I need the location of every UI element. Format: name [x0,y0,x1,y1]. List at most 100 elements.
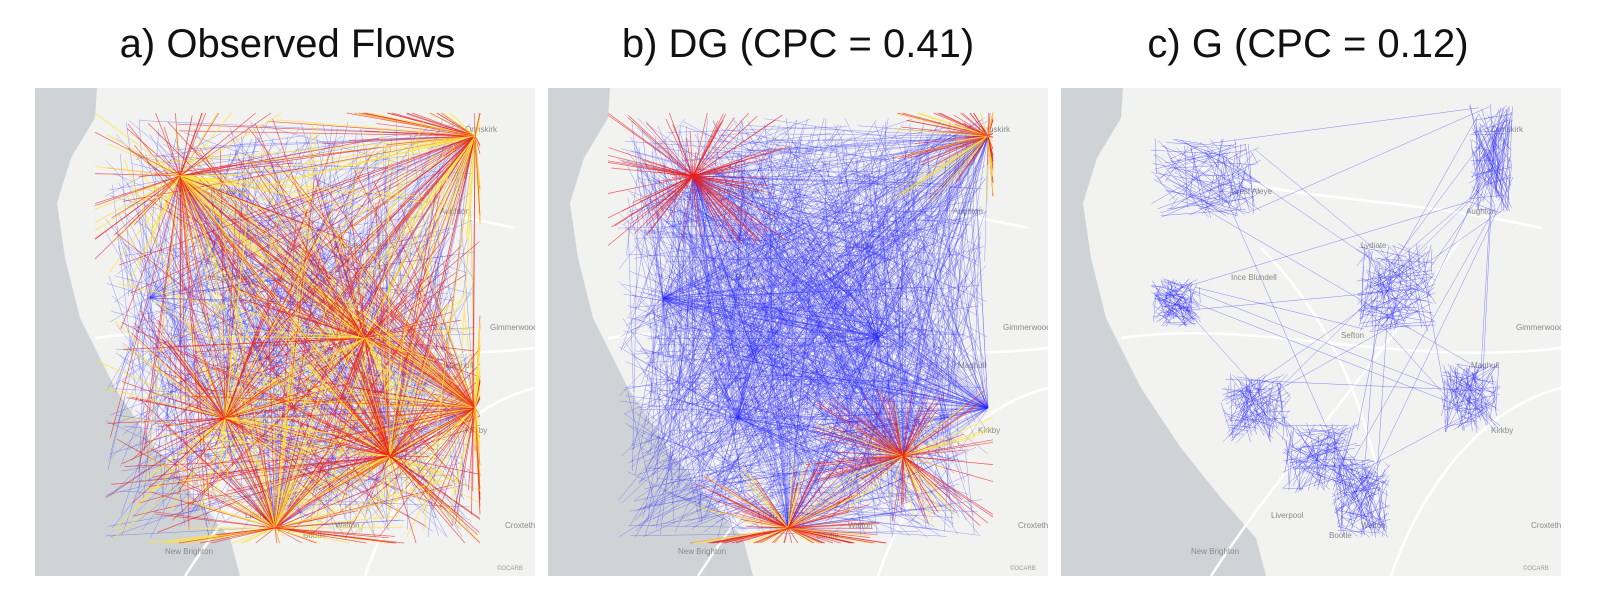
flow-line [224,400,288,419]
flow-line [170,344,226,419]
flow-line [274,425,317,529]
flow-line [224,417,335,435]
flow-line [1161,308,1188,322]
flow-line [1185,283,1201,311]
flow-line [1417,273,1437,305]
flow-line [1487,141,1510,167]
flow-line [787,473,863,529]
flow-line [1153,297,1156,322]
flow-line [179,112,207,177]
flow-line [298,370,391,457]
flow-line [625,297,664,326]
flow-line [1294,454,1298,477]
flow-line [224,317,243,419]
flow-line [902,455,907,503]
place-label: Maghull [1471,361,1499,370]
flow-line [627,197,701,522]
flow-line [648,467,821,476]
flow-line [274,527,321,544]
flow-line [274,527,278,544]
flow-line [634,175,694,234]
flow-line [255,527,276,544]
flow-line [1331,446,1337,463]
flow-line [224,417,289,503]
flow-line [1236,376,1283,385]
flow-line [936,288,975,437]
flow-line [1240,389,1265,437]
flow-line [274,527,389,539]
flow-line [1457,407,1481,411]
flow-line [1354,482,1370,504]
flow-line [688,168,839,504]
flow-line [175,112,181,177]
flow-line [433,407,476,460]
flow-line [274,510,358,529]
flow-line [157,417,226,453]
flow-line [1355,459,1381,518]
flow-line [1499,138,1506,163]
flow-line [634,195,850,538]
flow-line [1210,139,1245,180]
flow-line [659,363,676,389]
flow-line [313,283,476,409]
flow-line [962,122,989,137]
flow-line [1497,119,1513,197]
flow-line [833,298,963,390]
flow-line [229,493,276,529]
flow-line [179,175,458,386]
flow-line [633,167,656,308]
flow-line [1360,515,1386,536]
flow-line [1271,400,1278,430]
flow-line [1282,438,1302,454]
flow-line [829,388,948,509]
flow-line [179,132,196,177]
flow-line [822,139,983,306]
flow-line [201,221,276,529]
flow-line [224,417,234,467]
flow-line [692,160,743,177]
flow-line [256,501,276,529]
flow-line [1161,281,1188,286]
flow-line [695,319,781,419]
place-label: Liverpool [1271,511,1304,520]
flow-line [179,175,329,477]
flow-line [864,416,904,457]
flow-line [1337,433,1353,476]
map-dg-flows[interactable]: Crest AleyeOrmskirkAughtonLydiateInce Bl… [548,88,1048,576]
flow-line [1470,171,1492,185]
flow-line [810,138,912,437]
flow-line [647,322,789,529]
flow-line [639,349,989,409]
flow-line [1470,201,1501,214]
flow-line [364,337,367,401]
flow-line [692,175,988,338]
flow-line [105,132,222,197]
flow-line [842,455,904,516]
flow-line [224,404,324,419]
flow-line [167,382,226,419]
flow-line [669,197,682,443]
flow-line [632,175,694,203]
flow-line [1154,174,1175,200]
map-g-flows[interactable]: Crest AleyeOrmskirkAughtonLydiateInce Bl… [1061,88,1561,576]
flow-line [179,175,296,350]
flow-line [607,114,694,177]
flow-line [787,527,871,537]
flow-line [1478,146,1506,209]
flow-line [115,297,151,384]
flow-line [180,135,476,293]
flow-line [1264,391,1289,407]
map-observed-flows[interactable]: Crest AleyeOrmskirkAughtonLydiateInce Bl… [35,88,535,576]
flow-line [663,219,930,371]
place-label: Gimmerwood [1003,323,1048,332]
flow-line [94,173,181,177]
flow-line [179,175,216,295]
flow-line [1471,186,1496,209]
flow-line [1283,447,1356,462]
flow-line [1471,139,1492,155]
flow-line [787,458,827,529]
flow-line [389,312,408,457]
flow-line [134,322,226,419]
flow-line [123,416,391,457]
flow-line [671,332,966,498]
